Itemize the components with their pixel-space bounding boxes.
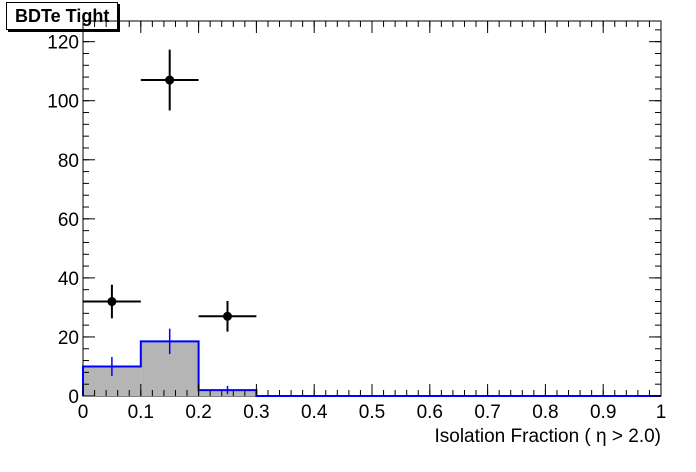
data-point <box>107 297 117 307</box>
x-tick-label: 0.8 <box>532 402 558 423</box>
x-axis-title: Isolation Fraction ( η > 2.0) <box>434 426 661 447</box>
data-points-layer <box>83 49 257 332</box>
y-tick-label: 120 <box>47 33 79 54</box>
x-tick-label: 0.7 <box>474 402 500 423</box>
x-tick-label: 0.2 <box>185 402 211 423</box>
data-point <box>223 311 232 321</box>
x-tick-label: 0.6 <box>417 402 443 423</box>
chart-title: BDTe Tight <box>6 2 119 30</box>
x-tick-label: 1 <box>656 402 667 423</box>
y-tick-label: 80 <box>58 151 79 172</box>
mc-histogram-layer <box>82 328 661 397</box>
y-tick-label: 0 <box>68 387 79 408</box>
x-tick-label: 0.9 <box>590 402 616 423</box>
y-tick-label: 60 <box>58 210 79 231</box>
x-tick-label: 0 <box>78 402 89 423</box>
y-tick-label: 100 <box>47 92 79 113</box>
x-tick-label: 0.1 <box>128 402 154 423</box>
y-tick-label: 20 <box>58 328 79 349</box>
x-tick-label: 0.4 <box>301 402 328 423</box>
axes-layer: 0 0.1 0.2 0.3 0.4 0.5 0.6 0.7 0.8 0.9 1 0 20 40 60 80 10… <box>47 21 666 423</box>
y-tick-label: 40 <box>58 269 79 290</box>
x-tick-label: 0.3 <box>243 402 269 423</box>
data-point <box>165 75 175 85</box>
x-tick-label: 0.5 <box>359 402 385 423</box>
